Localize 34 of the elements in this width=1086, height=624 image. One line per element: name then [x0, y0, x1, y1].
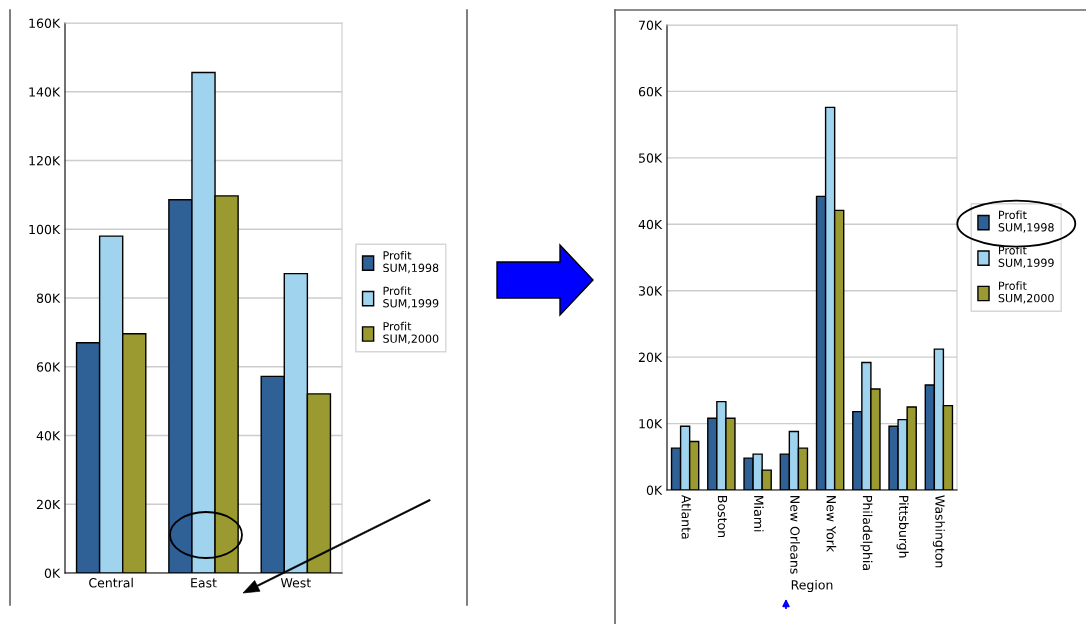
x-tick-label: Miami: [754, 496, 764, 532]
y-tick-label: 40K: [638, 219, 663, 230]
y-tick-label: 10K: [639, 419, 663, 429]
x-tick-label: New York: [826, 496, 837, 553]
y-tick-label: 0K: [44, 568, 61, 578]
y-tick-label: 70K: [639, 20, 663, 30]
legend-label: Profit SUM,1998: [383, 250, 439, 274]
x-tick-label: Philadelphia: [860, 496, 873, 570]
x-tick-label: Boston: [717, 496, 728, 538]
x-tick-label: Pittsburgh: [896, 496, 909, 558]
y-tick-label: 20K: [638, 352, 663, 363]
y-tick-label: 20K: [36, 499, 61, 510]
legend-label: Profit SUM,2000: [383, 321, 439, 344]
x-axis-title: Region: [791, 579, 833, 592]
legend-label: Profit SUM,2000: [998, 281, 1054, 304]
x-tick-label: New Orleans: [790, 496, 800, 574]
y-tick-label: 60K: [638, 86, 663, 97]
x-tick-label: East: [191, 578, 217, 588]
y-tick-label: 100K: [29, 224, 61, 235]
y-tick-label: 160K: [29, 18, 61, 28]
y-tick-label: 40K: [36, 430, 61, 441]
x-tick-label: Atlanta: [681, 494, 692, 539]
y-tick-label: 0K: [646, 485, 663, 495]
legend-label: Profit SUM,1998: [998, 210, 1054, 233]
x-tick-label: Central: [89, 577, 133, 588]
x-tick-label: Washington: [932, 495, 945, 568]
y-tick-label: 120K: [29, 155, 61, 166]
y-tick-label: 50K: [639, 153, 663, 163]
y-tick-label: 60K: [36, 362, 61, 372]
legend-label: Profit SUM,1999: [383, 286, 439, 309]
y-tick-label: 140K: [29, 87, 61, 97]
y-tick-label: 80K: [36, 293, 61, 303]
x-tick-label: West: [280, 578, 311, 588]
y-tick-label: 30K: [638, 286, 663, 296]
